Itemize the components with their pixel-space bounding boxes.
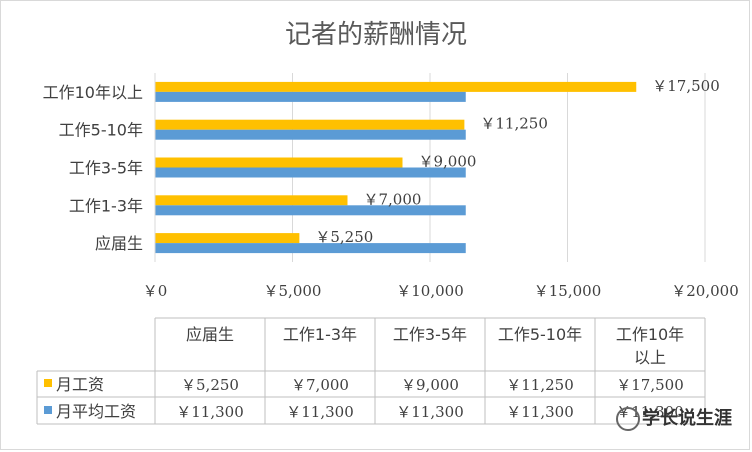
wechat-icon xyxy=(616,407,640,431)
data-label: ￥17,500 xyxy=(652,77,720,95)
x-tick-label: ￥10,000 xyxy=(396,282,464,300)
legend-key xyxy=(44,379,52,387)
table-cell: ￥11,250 xyxy=(506,376,574,394)
table-cell: ￥5,250 xyxy=(181,376,239,394)
table-header: 工作1-3年 xyxy=(283,325,357,344)
category-label: 工作3-5年 xyxy=(69,159,143,178)
bar-月工资 xyxy=(155,157,403,168)
table-cell: ￥11,300 xyxy=(506,403,574,421)
legend-key xyxy=(44,406,52,414)
bar-月平均工资 xyxy=(155,243,466,254)
bar-月工资 xyxy=(155,195,348,206)
table-header: 工作5-10年 xyxy=(498,325,582,344)
category-label: 工作10年以上 xyxy=(43,83,143,102)
table-cell: ￥9,000 xyxy=(401,376,459,394)
chart-title: 记者的薪酬情况 xyxy=(284,20,467,50)
table-cell: ￥11,300 xyxy=(396,403,464,421)
x-tick-label: ￥20,000 xyxy=(671,282,739,300)
data-label: ￥9,000 xyxy=(419,153,477,171)
table-header: 应届生 xyxy=(186,325,234,344)
table-header: 工作3-5年 xyxy=(393,325,467,344)
data-label: ￥7,000 xyxy=(364,190,422,208)
category-label: 工作5-10年 xyxy=(59,121,143,140)
bar-月平均工资 xyxy=(155,205,466,216)
legend-label: 月工资 xyxy=(56,375,104,394)
table-cell: ￥11,300 xyxy=(176,403,244,421)
watermark: 学长说生涯 xyxy=(616,404,732,431)
data-label: ￥11,250 xyxy=(480,115,548,133)
table-cell: ￥7,000 xyxy=(291,376,349,394)
bar-月工资 xyxy=(155,119,465,130)
bar-月工资 xyxy=(155,81,637,92)
legend-label: 月平均工资 xyxy=(56,402,136,421)
bar-月平均工资 xyxy=(155,91,466,102)
bar-月工资 xyxy=(155,233,300,244)
table-cell: ￥11,300 xyxy=(286,403,354,421)
bar-月平均工资 xyxy=(155,167,466,178)
data-label: ￥5,250 xyxy=(315,228,373,246)
table-header: 以上 xyxy=(634,348,666,367)
x-tick-label: ￥5,000 xyxy=(264,282,322,300)
bar-月平均工资 xyxy=(155,129,466,140)
category-label: 应届生 xyxy=(95,234,143,253)
table-header: 工作10年 xyxy=(616,325,684,344)
table-cell: ￥17,500 xyxy=(616,376,684,394)
x-tick-label: ￥0 xyxy=(143,282,168,300)
x-tick-label: ￥15,000 xyxy=(534,282,602,300)
watermark-text: 学长说生涯 xyxy=(642,408,732,429)
category-label: 工作1-3年 xyxy=(69,196,143,215)
